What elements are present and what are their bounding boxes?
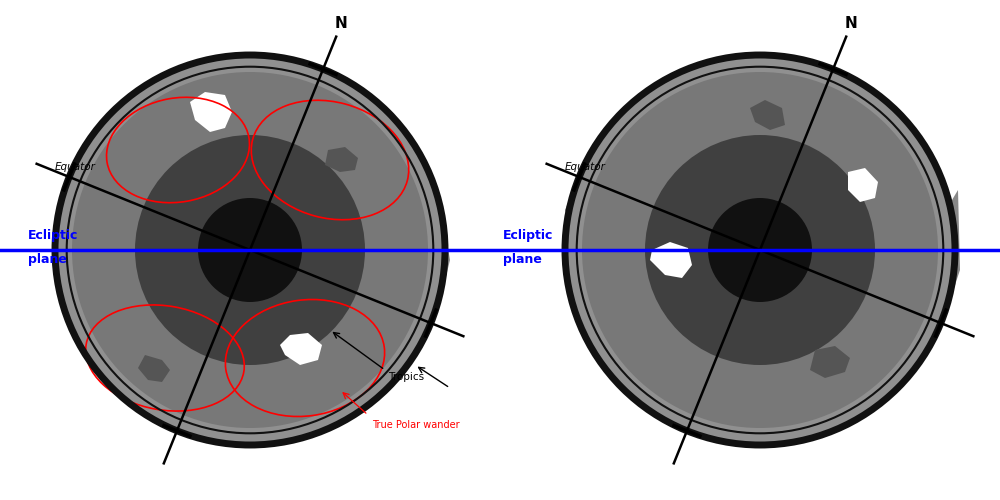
Circle shape xyxy=(708,198,812,302)
Text: N: N xyxy=(845,16,858,32)
Text: Equator: Equator xyxy=(55,162,96,172)
Text: Ecliptic: Ecliptic xyxy=(503,230,553,242)
Text: True Polar wander: True Polar wander xyxy=(372,420,460,430)
Text: Equator: Equator xyxy=(565,162,606,172)
Circle shape xyxy=(55,55,445,445)
Polygon shape xyxy=(138,355,170,382)
Circle shape xyxy=(582,72,938,428)
Polygon shape xyxy=(325,147,358,172)
Circle shape xyxy=(135,135,365,365)
Polygon shape xyxy=(915,190,960,315)
Polygon shape xyxy=(750,100,785,130)
Circle shape xyxy=(198,198,302,302)
Polygon shape xyxy=(650,242,692,278)
Text: plane: plane xyxy=(503,254,542,266)
Circle shape xyxy=(553,44,967,457)
Text: Tropics: Tropics xyxy=(388,372,424,382)
Polygon shape xyxy=(55,185,110,300)
Polygon shape xyxy=(395,200,450,310)
Text: plane: plane xyxy=(28,254,67,266)
Polygon shape xyxy=(280,333,322,365)
Circle shape xyxy=(645,135,875,365)
Polygon shape xyxy=(810,346,850,378)
Circle shape xyxy=(43,44,457,457)
Circle shape xyxy=(565,55,955,445)
Polygon shape xyxy=(848,168,878,202)
Text: N: N xyxy=(335,16,348,32)
Text: Ecliptic: Ecliptic xyxy=(28,230,78,242)
Polygon shape xyxy=(565,160,622,280)
Polygon shape xyxy=(190,92,232,132)
Circle shape xyxy=(72,72,428,428)
